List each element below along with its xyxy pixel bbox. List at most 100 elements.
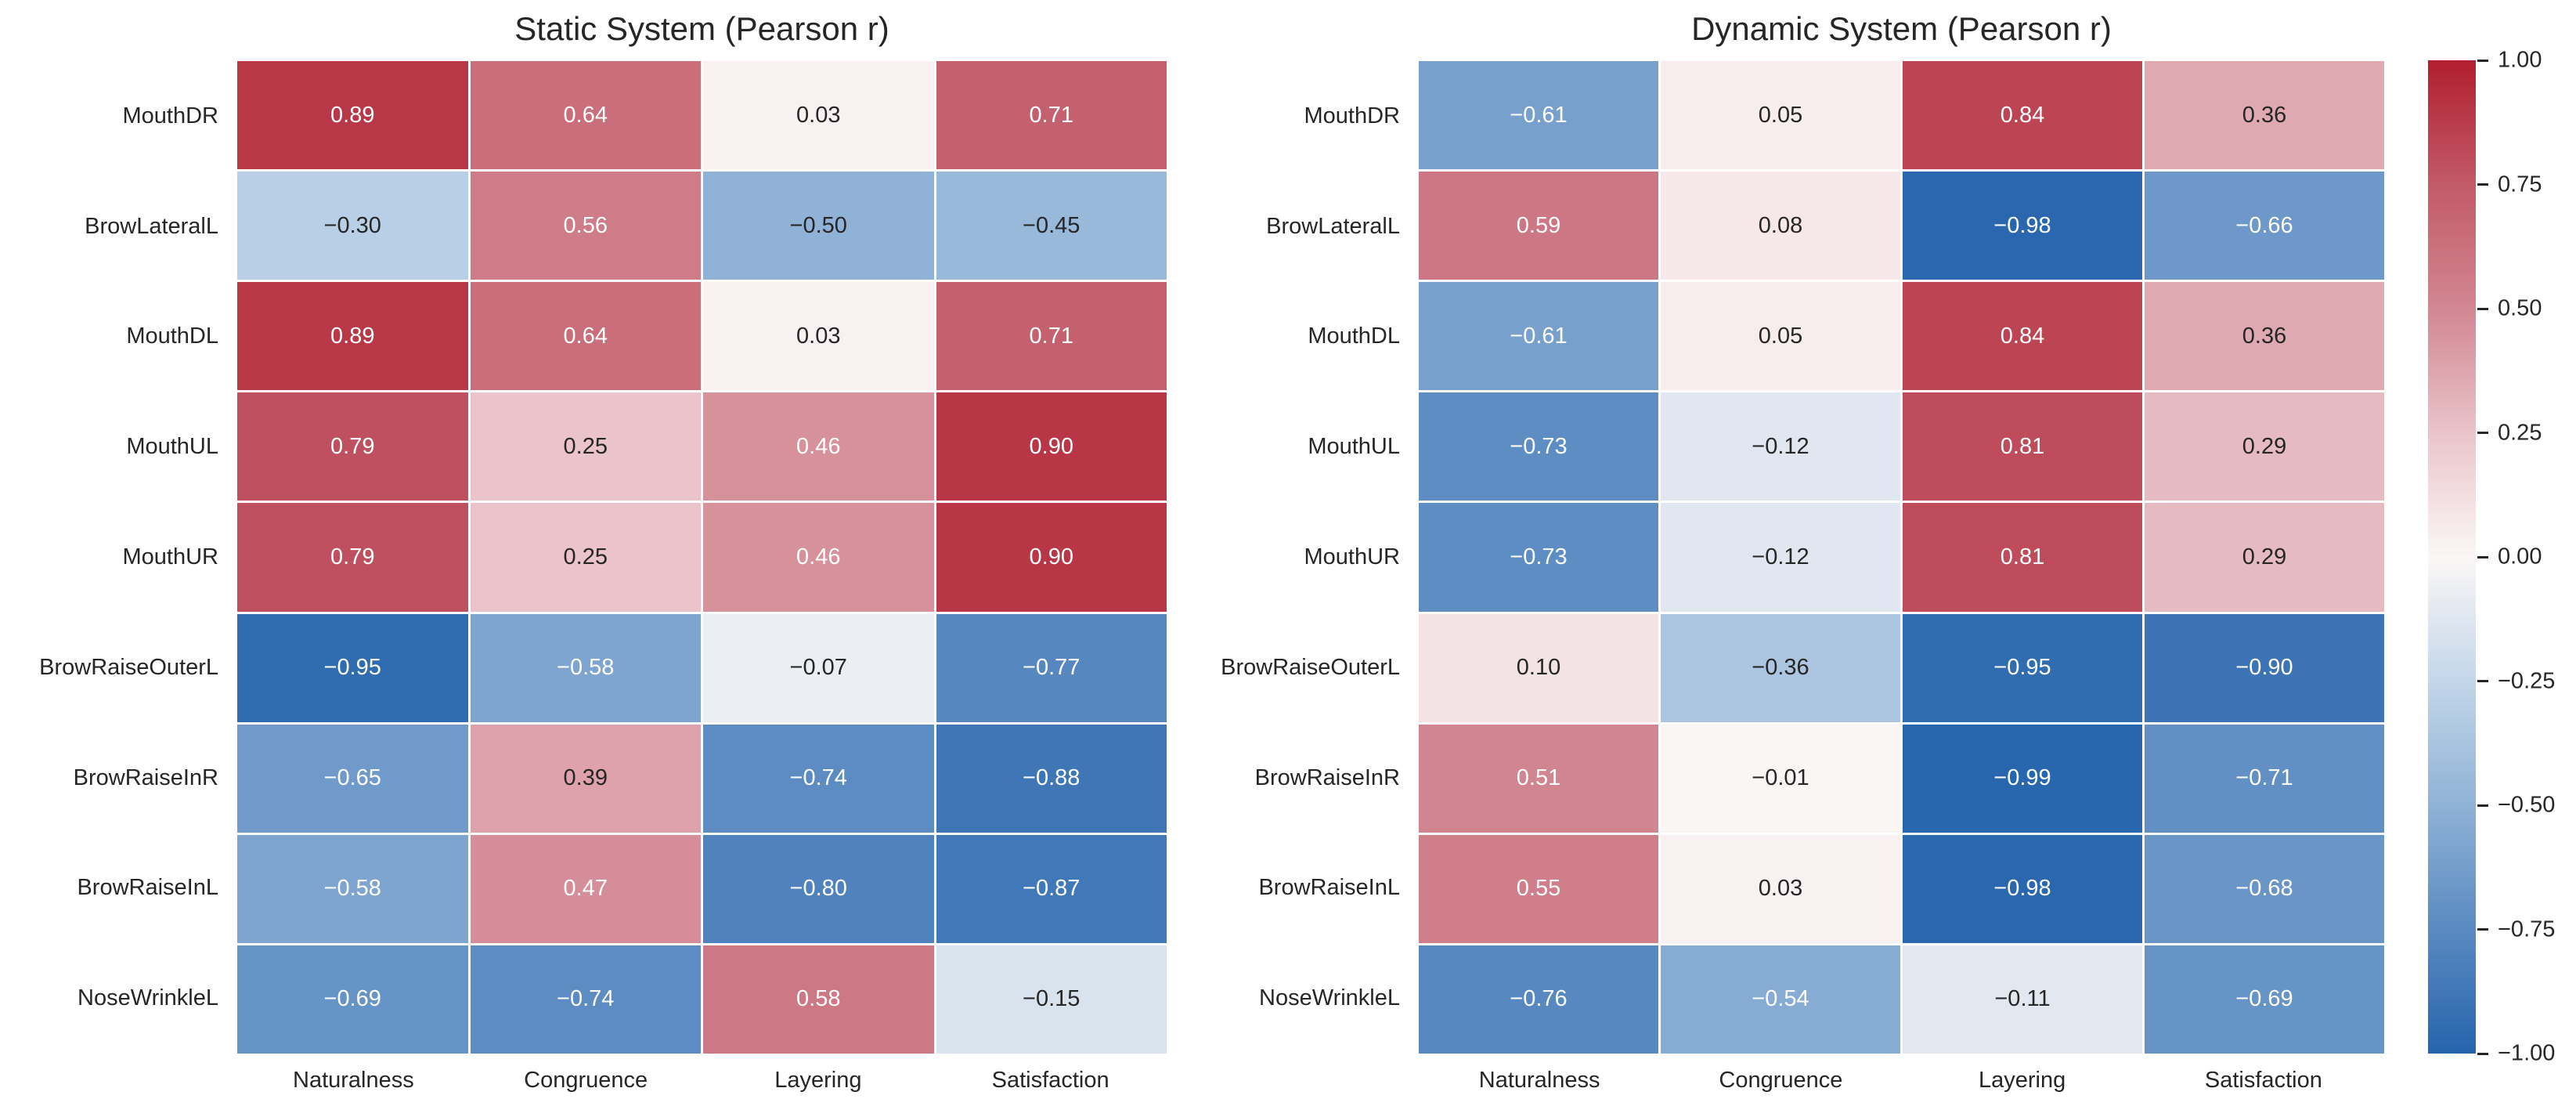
row-label-MouthUL: MouthUL [1308, 434, 1400, 460]
colorbar-tick-mark [2477, 804, 2488, 807]
heatmap-cell-BrowRaiseOuterL-Satisfaction: −0.90 [2145, 613, 2384, 722]
static-heatmap-grid: 0.89 0.64 0.03 0.71 −0.30 0.56 −0.50 −0.45 0.89 0… [237, 61, 1167, 1054]
colorbar-tick-label: −0.50 [2498, 792, 2556, 818]
heatmap-cell-NoseWrinkleL-Satisfaction: −0.15 [936, 945, 1167, 1054]
colorbar-tick-mark [2477, 1052, 2488, 1055]
heatmap-cell-MouthDL-Naturalness: 0.89 [237, 282, 468, 391]
heatmap-cell-BrowRaiseInL-Naturalness: −0.58 [237, 834, 468, 943]
colorbar-tick-mark [2477, 59, 2488, 62]
row-label-BrowRaiseInR: BrowRaiseInR [1254, 765, 1400, 790]
col-label-Naturalness: Naturalness [293, 1068, 414, 1093]
heatmap-cell-MouthDL-Naturalness: −0.61 [1419, 282, 1658, 391]
static-heatmap-row-labels: MouthDR BrowLateralL MouthDL MouthUL MouthUR… [2, 61, 237, 1054]
row-label-BrowRaiseInR: BrowRaiseInR [73, 765, 218, 790]
heatmap-cell-MouthDR-Congruence: 0.64 [470, 61, 701, 170]
heatmap-cell-NoseWrinkleL-Naturalness: −0.76 [1419, 945, 1658, 1054]
heatmap-cell-MouthUR-Naturalness: 0.79 [237, 503, 468, 612]
heatmap-cell-BrowRaiseInL-Layering: −0.80 [703, 834, 934, 943]
dynamic-heatmap-col-labels: Naturalness Congruence Layering Satisfactio… [1419, 1060, 2384, 1104]
heatmap-cell-BrowLateralL-Congruence: 0.08 [1661, 172, 1900, 280]
heatmap-cell-BrowRaiseInL-Satisfaction: −0.68 [2145, 834, 2384, 943]
colorbar-tick-label: −0.75 [2498, 916, 2556, 942]
heatmap-cell-NoseWrinkleL-Congruence: −0.74 [470, 945, 701, 1054]
heatmap-cell-BrowLateralL-Layering: −0.50 [703, 172, 934, 280]
row-label-BrowRaiseOuterL: BrowRaiseOuterL [1221, 654, 1400, 680]
heatmap-cell-MouthUL-Naturalness: −0.73 [1419, 392, 1658, 501]
heatmap-cell-MouthDR-Naturalness: −0.61 [1419, 61, 1658, 170]
heatmap-cell-MouthDL-Layering: 0.03 [703, 282, 934, 391]
heatmap-cell-BrowRaiseInL-Naturalness: 0.55 [1419, 834, 1658, 943]
colorbar-tick-label: −0.25 [2498, 668, 2556, 693]
colorbar-tick-label: −1.00 [2498, 1040, 2556, 1066]
heatmap-cell-MouthDR-Congruence: 0.05 [1661, 61, 1900, 170]
heatmap-cell-BrowRaiseInR-Layering: −0.99 [1903, 724, 2142, 833]
heatmap-cell-NoseWrinkleL-Naturalness: −0.69 [237, 945, 468, 1054]
heatmap-cell-NoseWrinkleL-Layering: 0.58 [703, 945, 934, 1054]
static-heatmap-title: Static System (Pearson r) [514, 10, 889, 47]
heatmap-cell-MouthUL-Naturalness: 0.79 [237, 392, 468, 501]
row-label-MouthDR: MouthDR [122, 103, 219, 128]
heatmap-cell-BrowRaiseOuterL-Naturalness: 0.10 [1419, 613, 1658, 722]
row-label-BrowLateralL: BrowLateralL [1266, 213, 1400, 239]
heatmap-cell-BrowLateralL-Satisfaction: −0.66 [2145, 172, 2384, 280]
heatmap-cell-BrowRaiseInL-Congruence: 0.03 [1661, 834, 1900, 943]
colorbar-tick-label: 1.00 [2498, 47, 2542, 73]
heatmap-cell-NoseWrinkleL-Layering: −0.11 [1903, 945, 2142, 1054]
heatmap-cell-MouthUL-Satisfaction: 0.29 [2145, 392, 2384, 501]
col-label-Layering: Layering [1979, 1068, 2066, 1093]
col-label-Satisfaction: Satisfaction [991, 1068, 1109, 1093]
heatmap-cell-BrowRaiseInR-Layering: −0.74 [703, 724, 934, 833]
heatmap-cell-MouthDR-Naturalness: 0.89 [237, 61, 468, 170]
row-label-MouthUR: MouthUR [1304, 544, 1401, 569]
heatmap-cell-MouthDR-Satisfaction: 0.36 [2145, 61, 2384, 170]
heatmap-cell-MouthDL-Satisfaction: 0.36 [2145, 282, 2384, 391]
row-label-MouthUR: MouthUR [122, 544, 219, 569]
heatmap-cell-BrowRaiseInR-Congruence: −0.01 [1661, 724, 1900, 833]
heatmap-cell-NoseWrinkleL-Congruence: −0.54 [1661, 945, 1900, 1054]
row-label-BrowLateralL: BrowLateralL [85, 213, 218, 239]
row-label-MouthDR: MouthDR [1304, 103, 1401, 128]
heatmap-cell-BrowRaiseInR-Naturalness: 0.51 [1419, 724, 1658, 833]
row-label-MouthDL: MouthDL [1308, 324, 1400, 349]
dynamic-heatmap-title: Dynamic System (Pearson r) [1691, 10, 2112, 47]
heatmap-cell-MouthUR-Satisfaction: 0.29 [2145, 503, 2384, 612]
colorbar-tick-label: 0.75 [2498, 172, 2542, 197]
colorbar-tick-label: 0.25 [2498, 420, 2542, 445]
col-label-Layering: Layering [774, 1068, 862, 1093]
row-label-BrowRaiseInL: BrowRaiseInL [77, 875, 218, 901]
heatmap-cell-MouthUL-Congruence: 0.25 [470, 392, 701, 501]
heatmap-cell-MouthUR-Layering: 0.81 [1903, 503, 2142, 612]
row-label-BrowRaiseOuterL: BrowRaiseOuterL [39, 654, 218, 680]
col-label-Satisfaction: Satisfaction [2204, 1068, 2322, 1093]
heatmap-cell-NoseWrinkleL-Satisfaction: −0.69 [2145, 945, 2384, 1054]
heatmap-cell-MouthUR-Layering: 0.46 [703, 503, 934, 612]
heatmap-cell-MouthDL-Congruence: 0.05 [1661, 282, 1900, 391]
heatmap-cell-MouthDL-Layering: 0.84 [1903, 282, 2142, 391]
heatmap-cell-BrowRaiseInR-Congruence: 0.39 [470, 724, 701, 833]
row-label-MouthUL: MouthUL [126, 434, 218, 460]
heatmap-cell-MouthUL-Congruence: −0.12 [1661, 392, 1900, 501]
heatmap-cell-MouthDR-Layering: 0.84 [1903, 61, 2142, 170]
heatmap-cell-BrowRaiseOuterL-Layering: −0.07 [703, 613, 934, 722]
heatmap-cell-MouthUL-Layering: 0.81 [1903, 392, 2142, 501]
row-label-MouthDL: MouthDL [126, 324, 218, 349]
dynamic-heatmap-grid: −0.61 0.05 0.84 0.36 0.59 0.08 −0.98 −0.66 −0.61… [1419, 61, 2384, 1054]
colorbar-tick-mark [2477, 555, 2488, 558]
heatmap-cell-MouthDR-Satisfaction: 0.71 [936, 61, 1167, 170]
heatmap-cell-BrowRaiseOuterL-Satisfaction: −0.77 [936, 613, 1167, 722]
heatmap-cell-BrowLateralL-Satisfaction: −0.45 [936, 172, 1167, 280]
col-label-Naturalness: Naturalness [1478, 1068, 1600, 1093]
heatmap-cell-BrowRaiseInL-Layering: −0.98 [1903, 834, 2142, 943]
heatmap-cell-MouthUR-Satisfaction: 0.90 [936, 503, 1167, 612]
heatmap-cell-MouthDL-Congruence: 0.64 [470, 282, 701, 391]
heatmap-cell-BrowRaiseInR-Naturalness: −0.65 [237, 724, 468, 833]
row-label-NoseWrinkleL: NoseWrinkleL [78, 985, 218, 1011]
colorbar-tick-mark [2477, 183, 2488, 186]
heatmap-cell-BrowRaiseInL-Satisfaction: −0.87 [936, 834, 1167, 943]
colorbar-tick-label: 0.50 [2498, 295, 2542, 321]
colorbar-tick-mark [2477, 307, 2488, 310]
heatmap-cell-MouthUR-Congruence: 0.25 [470, 503, 701, 612]
heatmap-cell-BrowRaiseOuterL-Layering: −0.95 [1903, 613, 2142, 722]
heatmap-cell-BrowLateralL-Congruence: 0.56 [470, 172, 701, 280]
